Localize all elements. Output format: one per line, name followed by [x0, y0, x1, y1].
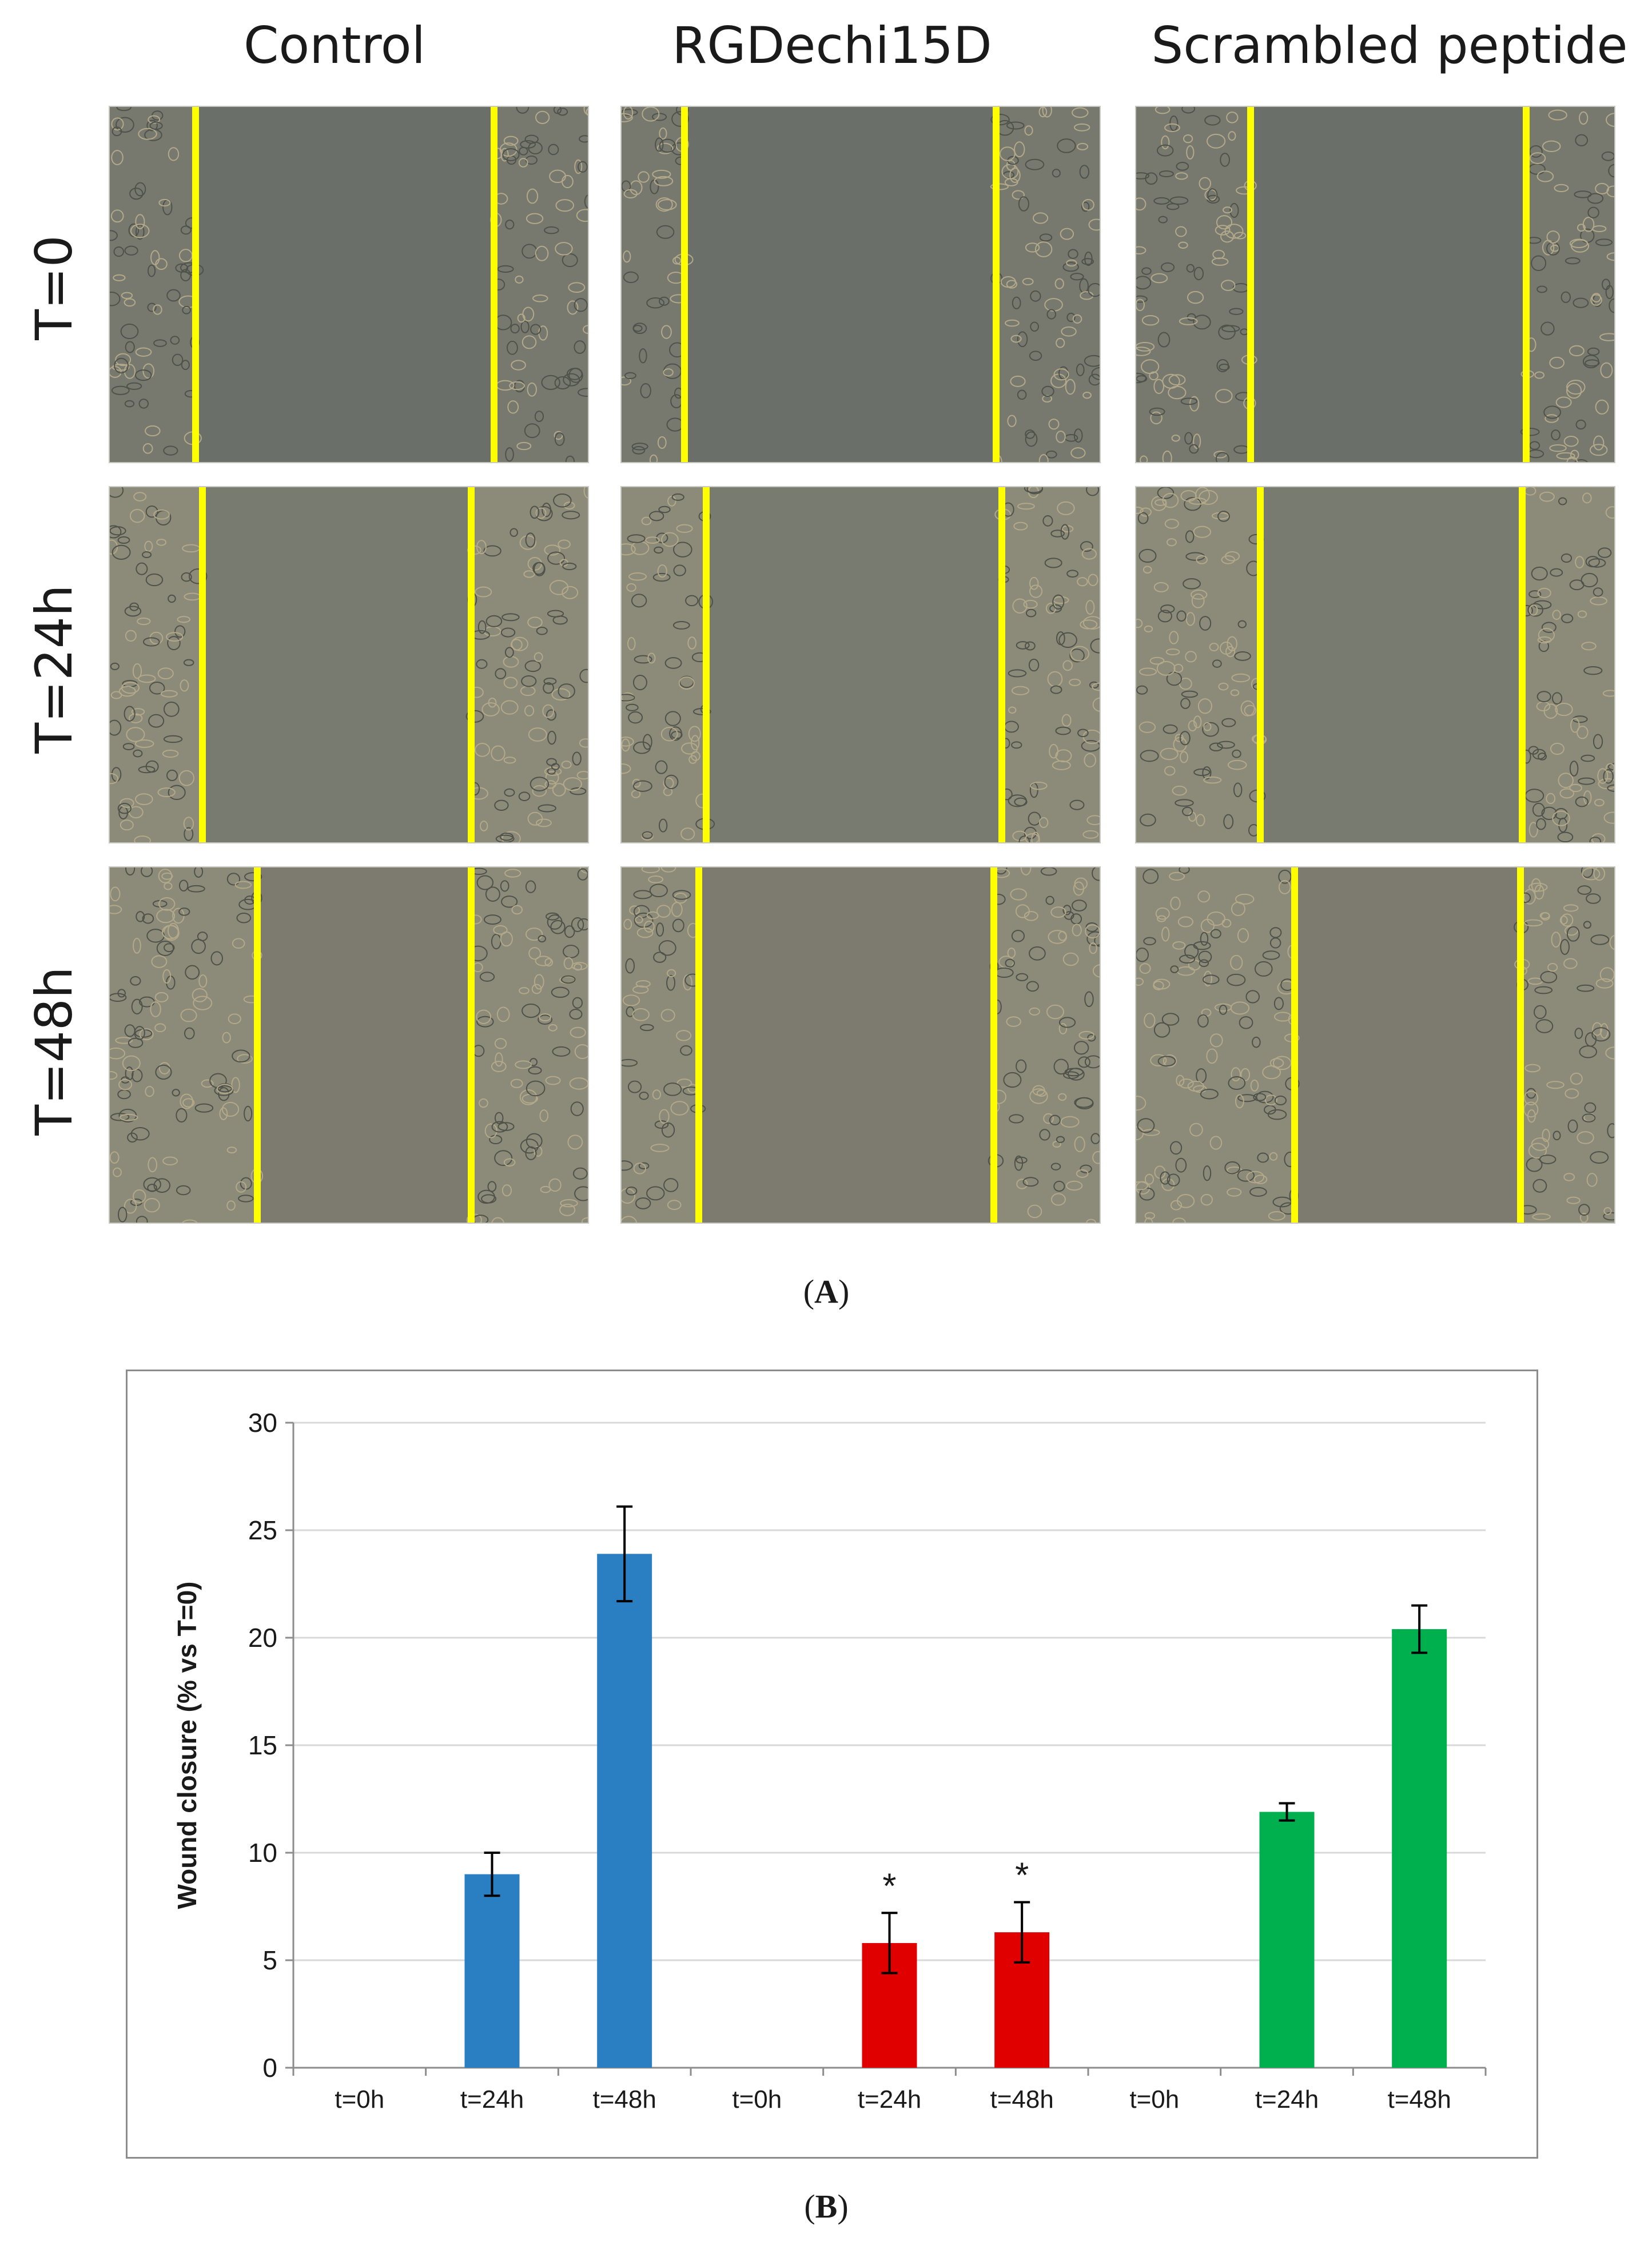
wound-edge-right-line: [1517, 867, 1524, 1223]
x-tick-label: t=24h: [460, 2085, 524, 2113]
cell-texture: [1136, 867, 1614, 1223]
y-tick-label: 10: [248, 1838, 277, 1868]
wound-edge-left-line: [695, 867, 702, 1223]
micrograph-control-t48h: [109, 866, 589, 1224]
caption-a: (A): [803, 1273, 850, 1310]
y-tick-label: 25: [248, 1515, 277, 1545]
wound-edge-left-line: [703, 487, 710, 842]
x-tick-label: t=0h: [1129, 2085, 1179, 2113]
caption-a-letter: A: [814, 1273, 838, 1310]
y-tick-label: 15: [248, 1730, 277, 1760]
cell-texture: [110, 107, 588, 462]
row-label-t24h: T=24h: [25, 584, 83, 754]
wound-edge-right-line: [990, 867, 997, 1223]
wound-edge-right-line: [491, 107, 497, 462]
y-tick-label: 30: [248, 1408, 277, 1438]
micrograph-rgdechi15d-t0: [620, 106, 1101, 463]
column-header-scrambled-peptide: Scrambled peptide: [1151, 16, 1628, 75]
wound-edge-right-line: [1523, 107, 1530, 462]
wound-edge-left-line: [1247, 107, 1254, 462]
x-tick-label: t=0h: [335, 2085, 384, 2113]
column-header-rgdechi15d: RGDechi15D: [672, 16, 992, 75]
micrograph-control-t24h: [109, 486, 589, 843]
significance-asterisk: *: [882, 1866, 896, 1906]
wound-edge-right-line: [468, 867, 475, 1223]
cell-texture: [622, 487, 1100, 842]
y-tick-label: 20: [248, 1623, 277, 1653]
y-tick-label: 5: [262, 1945, 277, 1975]
bar: [597, 1554, 652, 2068]
cell-texture: [622, 867, 1100, 1223]
cell-texture: [1136, 487, 1614, 842]
cell-texture: [110, 867, 588, 1223]
bar: [464, 1874, 520, 2068]
x-tick-label: t=48h: [592, 2085, 656, 2113]
x-tick-label: t=48h: [1387, 2085, 1451, 2113]
row-label-t0: T=0: [25, 235, 83, 340]
cell-texture: [622, 107, 1100, 462]
bar: [1259, 1812, 1315, 2068]
row-label-t48h: T=48h: [25, 966, 83, 1136]
y-tick-label: 0: [262, 2053, 277, 2083]
wound-edge-left-line: [192, 107, 199, 462]
micrograph-rgdechi15d-t24h: [620, 486, 1101, 843]
bar: [1392, 1629, 1447, 2068]
micrograph-rgdechi15d-t48h: [620, 866, 1101, 1224]
micrograph-scrambled-t0: [1135, 106, 1615, 463]
wound-edge-right-line: [1519, 487, 1526, 842]
wound-edge-left-line: [1257, 487, 1264, 842]
micrograph-control-t0: [109, 106, 589, 463]
wound-edge-right-line: [993, 107, 1000, 462]
micrograph-scrambled-t48h: [1135, 866, 1615, 1224]
micrograph-scrambled-t24h: [1135, 486, 1615, 843]
x-tick-label: t=0h: [732, 2085, 782, 2113]
wound-edge-left-line: [681, 107, 688, 462]
x-tick-label: t=48h: [990, 2085, 1053, 2113]
x-tick-label: t=24h: [1255, 2085, 1319, 2113]
significance-asterisk: *: [1015, 1856, 1029, 1895]
column-header-control: Control: [243, 16, 426, 75]
cell-texture: [110, 487, 588, 842]
caption-b: (B): [804, 2188, 849, 2225]
wound-edge-left-line: [199, 487, 206, 842]
chart-frame: 0 5 10 15 20 25 30 Wound closure (% vs T=0) t=0h…: [126, 1370, 1538, 2159]
wound-edge-right-line: [468, 487, 475, 842]
caption-b-letter: B: [815, 2188, 838, 2225]
cell-texture: [1136, 107, 1614, 462]
wound-edge-right-line: [998, 487, 1005, 842]
wound-edge-left-line: [1291, 867, 1298, 1223]
x-tick-label: t=24h: [858, 2085, 921, 2113]
wound-edge-left-line: [254, 867, 261, 1223]
wound-closure-bar-chart: 0 5 10 15 20 25 30 Wound closure (% vs T=0) t=0h…: [172, 1408, 1487, 2113]
y-axis-label: Wound closure (% vs T=0): [172, 1582, 202, 1909]
